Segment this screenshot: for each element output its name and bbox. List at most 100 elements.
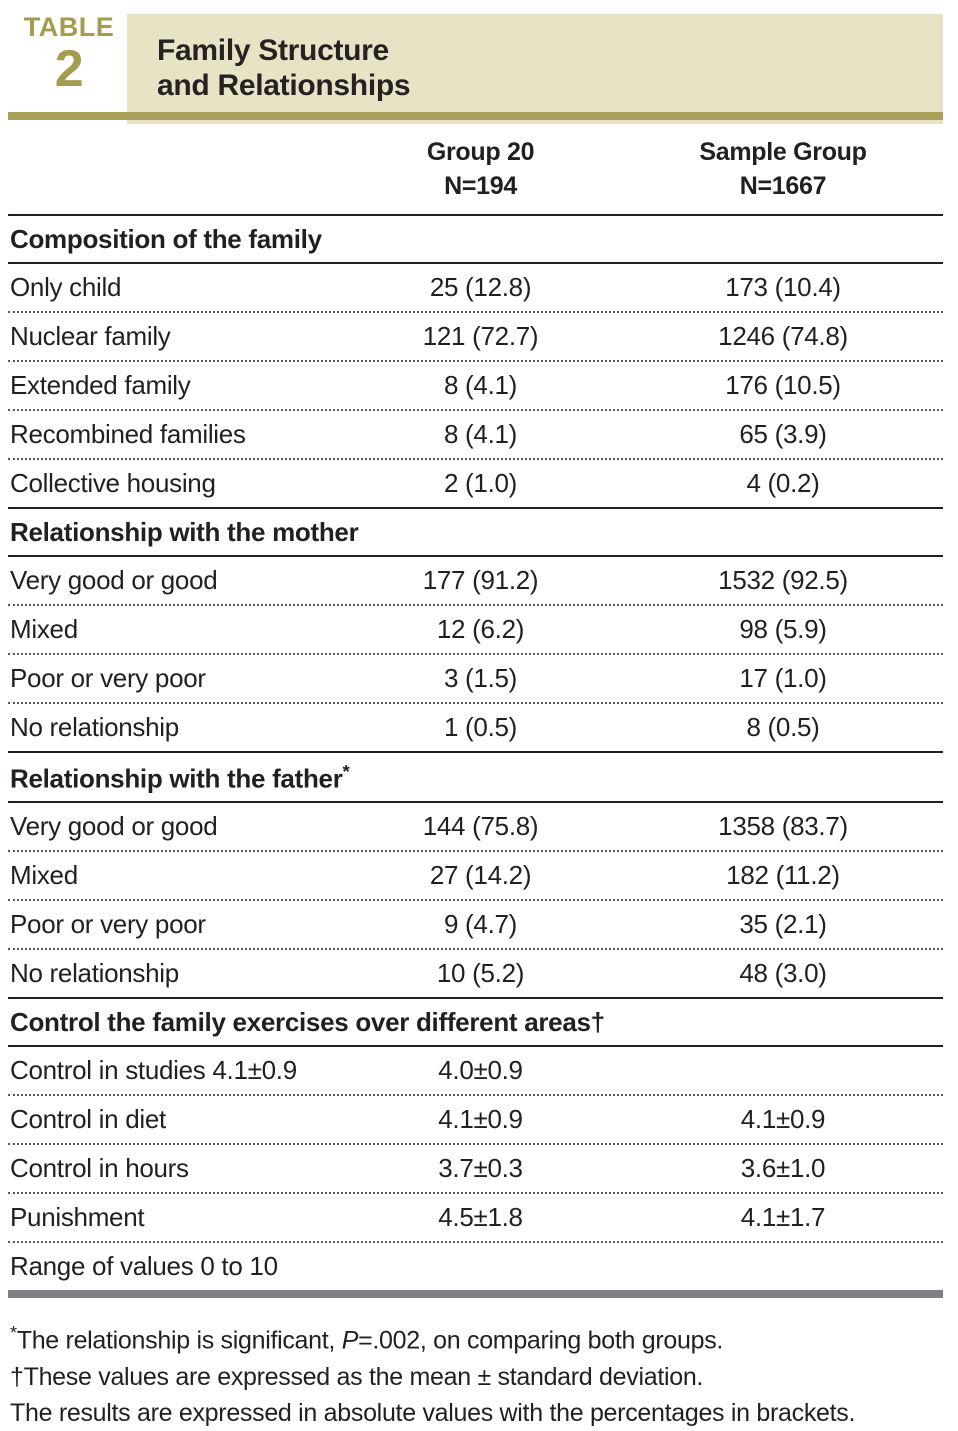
footnote-marker-dagger: †: [10, 1362, 24, 1391]
row-value-sample: 3.6±1.0: [740, 1153, 826, 1184]
row-value-sample: 98 (5.9): [739, 613, 827, 644]
row-label: Collective housing: [10, 467, 216, 498]
column-header-group20-name: Group 20: [426, 138, 535, 166]
section-header-text: Relationship with the father: [10, 763, 343, 794]
row-label: Mixed: [10, 613, 78, 644]
row-label: Control in diet: [10, 1104, 166, 1135]
row-value-group20: 3 (1.5): [443, 662, 518, 693]
footnote-marker-asterisk: *: [10, 1323, 17, 1344]
row-label: Mixed: [10, 860, 78, 891]
row-value-group20: 4.0±0.9: [438, 1055, 523, 1086]
column-header-group20: Group 20 N=194: [338, 136, 623, 204]
row-value-sample: 4.1±0.9: [740, 1104, 826, 1135]
table-tag-number: 2: [54, 40, 84, 98]
row-value-sample: 1246 (74.8): [718, 320, 848, 351]
table-row: Only child 25 (12.8) 173 (10.4): [8, 264, 943, 313]
footnote-text: =.002, on comparing both groups.: [358, 1326, 724, 1355]
row-label: Poor or very poor: [10, 662, 206, 693]
table-row: Punishment 4.5±1.8 4.1±1.7: [8, 1194, 943, 1244]
row-label: No relationship: [10, 958, 179, 989]
footnote-percentages: The results are expressed in absolute va…: [10, 1395, 943, 1431]
table-row-range-note: Range of values 0 to 10: [8, 1243, 943, 1290]
row-value-sample: 48 (3.0): [739, 958, 827, 989]
row-value-group20: 9 (4.7): [443, 909, 518, 940]
column-header-sample-group-name: Sample Group: [699, 138, 867, 166]
row-label: Only child: [10, 271, 122, 302]
table-row: Collective housing 2 (1.0) 4 (0.2): [8, 460, 943, 507]
footnote-significance: *The relationship is significant, P=.002…: [10, 1320, 943, 1359]
column-header-sample-group: Sample Group N=1667: [623, 136, 943, 204]
table-row: Nuclear family 121 (72.7) 1246 (74.8): [8, 313, 943, 362]
table-row: Mixed 27 (14.2) 182 (11.2): [8, 852, 943, 902]
table-row: Extended family 8 (4.1) 176 (10.5): [8, 362, 943, 411]
table-row: Very good or good 144 (75.8) 1358 (83.7): [8, 803, 943, 853]
table-body: Group 20 N=194 Sample Group N=1667 Compo…: [8, 124, 943, 1290]
column-headers: Group 20 N=194 Sample Group N=1667: [8, 124, 943, 216]
column-header-sample-group-n: N=1667: [739, 171, 827, 200]
row-value-group20: 144 (75.8): [422, 811, 539, 842]
section-header: Relationship with the mother: [8, 509, 943, 557]
row-value-sample: 4.1±1.7: [740, 1202, 826, 1233]
row-label: Very good or good: [10, 811, 218, 842]
footnote-text: The results are expressed in absolute va…: [10, 1398, 856, 1427]
table-row: Poor or very poor 9 (4.7) 35 (2.1): [8, 901, 943, 951]
table-bottom-rule: [8, 1290, 943, 1299]
table-row: No relationship 1 (0.5) 8 (0.5): [8, 704, 943, 751]
row-value-sample: 173 (10.4): [725, 271, 841, 302]
row-value-sample: 8 (0.5): [746, 711, 820, 742]
table-row: Control in studies 4.1±0.9 4.0±0.9: [8, 1047, 943, 1097]
row-value-group20: 10 (5.2): [436, 958, 525, 989]
row-value-sample: 4 (0.2): [746, 467, 820, 498]
row-value-sample: 17 (1.0): [739, 662, 827, 693]
section-header: Control the family exercises over differ…: [8, 999, 943, 1048]
table-title-line2: and Relationships: [157, 69, 411, 103]
footnote-mean-sd: †These values are expressed as the mean …: [10, 1359, 943, 1395]
table-row: Mixed 12 (6.2) 98 (5.9): [8, 606, 943, 655]
table-header-band: TABLE 2 Family Structure and Relationshi…: [0, 0, 958, 124]
section-relationship-with-the-mother: Relationship with the mother Very good o…: [8, 509, 943, 753]
footnote-text: The relationship is significant,: [16, 1326, 342, 1355]
row-label: Punishment: [10, 1202, 145, 1233]
row-value-group20: 8 (4.1): [443, 418, 518, 449]
row-value-sample: 176 (10.5): [725, 369, 841, 400]
section-control-family-exercises: Control the family exercises over differ…: [8, 999, 943, 1290]
row-label: No relationship: [10, 711, 179, 742]
section-composition-of-the-family: Composition of the family Only child 25 …: [8, 216, 943, 509]
header-rule: [8, 112, 943, 120]
row-value-group20: 177 (91.2): [422, 564, 539, 595]
row-value-group20: 27 (14.2): [429, 860, 532, 891]
row-label: Poor or very poor: [10, 909, 206, 940]
table-row: No relationship 10 (5.2) 48 (3.0): [8, 950, 943, 997]
row-label: Recombined families: [10, 418, 246, 449]
table-row: Poor or very poor 3 (1.5) 17 (1.0): [8, 655, 943, 704]
row-label: Very good or good: [10, 564, 218, 595]
row-value-group20: 25 (12.8): [429, 271, 532, 302]
section-relationship-with-the-father: Relationship with the father* Very good …: [8, 753, 943, 1000]
table-tag-label: TABLE: [23, 12, 115, 42]
table-row: Control in hours 3.7±0.3 3.6±1.0: [8, 1145, 943, 1195]
row-value-group20: 4.1±0.9: [438, 1104, 523, 1135]
row-value-group20: 12 (6.2): [436, 613, 525, 644]
row-label: Control in studies 4.1±0.9: [10, 1055, 297, 1086]
row-value-group20: 4.5±1.8: [438, 1202, 523, 1233]
row-label: Control in hours: [10, 1153, 189, 1184]
table-row: Very good or good 177 (91.2) 1532 (92.5): [8, 557, 943, 606]
row-value-sample: 1532 (92.5): [718, 564, 848, 595]
table-title-box: Family Structure and Relationships: [127, 14, 943, 124]
row-label: Extended family: [10, 369, 191, 400]
row-value-group20: 1 (0.5): [443, 711, 518, 742]
table-row: Control in diet 4.1±0.9 4.1±0.9: [8, 1096, 943, 1146]
row-value-group20: 8 (4.1): [443, 369, 518, 400]
row-value-group20: 121 (72.7): [422, 320, 539, 351]
table-title-line1: Family Structure: [157, 34, 389, 67]
table-row: Recombined families 8 (4.1) 65 (3.9): [8, 411, 943, 460]
section-header: Relationship with the father*: [8, 753, 943, 804]
section-header: Composition of the family: [8, 216, 943, 264]
footnote-text: These values are expressed as the mean ±…: [23, 1362, 704, 1391]
row-value-group20: 3.7±0.3: [438, 1153, 523, 1184]
footnotes: *The relationship is significant, P=.002…: [10, 1320, 943, 1431]
row-value-sample: 65 (3.9): [739, 418, 827, 449]
row-value-sample: 1358 (83.7): [718, 811, 848, 842]
row-value-sample: 182 (11.2): [726, 860, 840, 891]
